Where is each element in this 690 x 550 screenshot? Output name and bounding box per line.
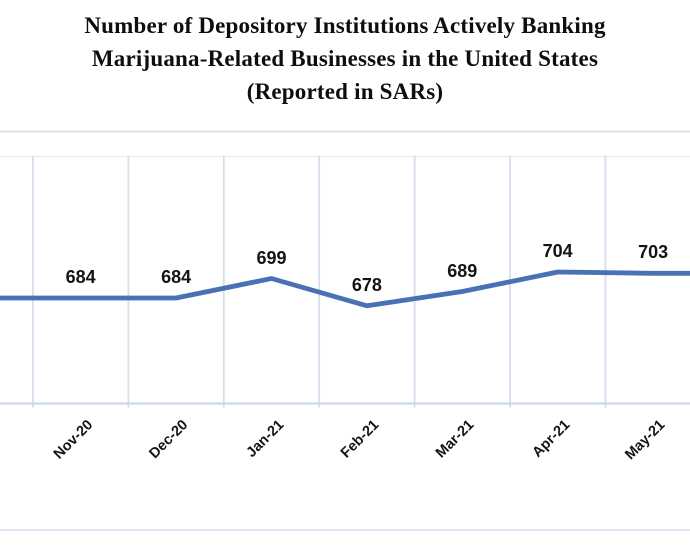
chart-title-line-2: Marijuana-Related Businesses in the Unit… bbox=[91, 46, 599, 71]
data-label: 678 bbox=[351, 274, 382, 295]
chart-title: Number of Depository Institutions Active… bbox=[0, 9, 690, 108]
data-label: 699 bbox=[256, 247, 287, 268]
data-label: 684 bbox=[161, 267, 192, 287]
data-label: 689 bbox=[447, 260, 478, 281]
data-label: 704 bbox=[542, 241, 573, 261]
data-label: 703 bbox=[638, 242, 669, 263]
series-line bbox=[0, 269, 690, 309]
chart-title-line-1: Number of Depository Institutions Active… bbox=[84, 13, 606, 38]
chart-title-line-3: (Reported in SARs) bbox=[246, 79, 444, 104]
data-label: 684 bbox=[65, 267, 96, 287]
